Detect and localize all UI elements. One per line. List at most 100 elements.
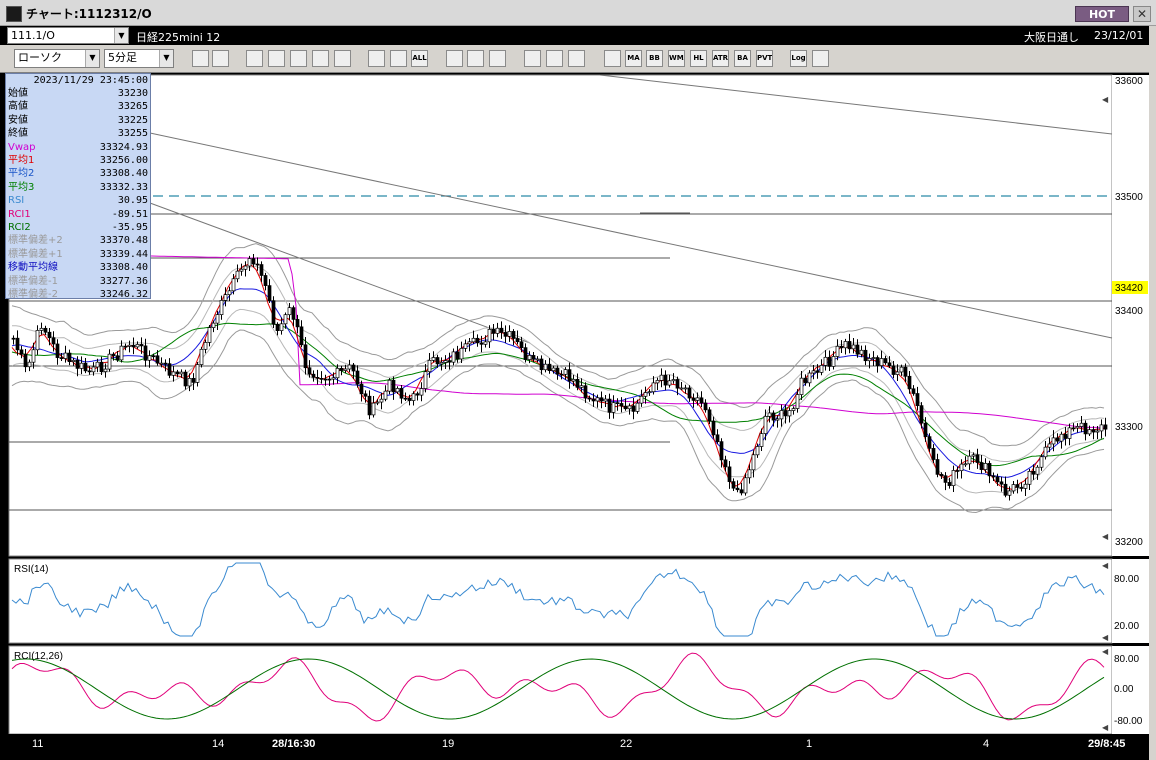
candle xyxy=(723,459,728,468)
candle xyxy=(1095,430,1100,433)
candle xyxy=(935,459,940,475)
info-row: 標準偏差-1 33277.36 xyxy=(8,275,148,288)
wma-icon[interactable]: WMA xyxy=(668,50,685,67)
candle xyxy=(11,337,16,340)
candle xyxy=(631,405,636,412)
chart-area[interactable]: 33600 33500 33400 33300 33200 33420 ◀ ◀ … xyxy=(0,73,1149,734)
bar-width-icon[interactable] xyxy=(212,50,229,67)
candle xyxy=(23,353,28,368)
chart-type-select[interactable]: ローソク ▼ xyxy=(14,49,100,68)
candle xyxy=(899,366,904,373)
candle xyxy=(1051,437,1056,445)
symbol-select[interactable]: 111.1/O ▼ xyxy=(7,27,129,44)
info-label: 高値 xyxy=(8,101,28,113)
interval-select[interactable]: 5分足 ▼ xyxy=(104,49,174,68)
svg-text:◀: ◀ xyxy=(1102,723,1109,732)
close-button[interactable]: ✕ xyxy=(1133,6,1151,22)
ma-icon[interactable]: MA xyxy=(625,50,642,67)
info-label: 始値 xyxy=(8,88,28,99)
candle xyxy=(967,455,972,465)
info-value: 33324.93 xyxy=(99,141,148,153)
candle xyxy=(271,300,276,325)
candle xyxy=(443,360,448,363)
candle xyxy=(355,370,360,385)
color-icon[interactable] xyxy=(568,50,585,67)
chart-window-icon[interactable] xyxy=(290,50,307,67)
hot-button[interactable]: HOT xyxy=(1075,6,1129,22)
candle xyxy=(427,359,432,373)
ba-icon[interactable]: BA xyxy=(734,50,751,67)
candle xyxy=(239,268,244,272)
session-label: 大阪日通し xyxy=(1024,31,1079,44)
candle xyxy=(971,454,976,457)
candle xyxy=(883,358,888,364)
candle xyxy=(1083,422,1088,435)
candle xyxy=(823,356,828,366)
candle xyxy=(431,357,436,361)
rci-label-80: 80.00 xyxy=(1114,654,1139,665)
paint-icon[interactable] xyxy=(546,50,563,67)
candle xyxy=(711,420,716,436)
hl-icon[interactable]: HL xyxy=(690,50,707,67)
x-label-end: 29/8:45 xyxy=(1088,738,1126,750)
candle xyxy=(691,397,696,401)
candle xyxy=(607,398,612,413)
erase-icon[interactable] xyxy=(489,50,506,67)
candle xyxy=(243,265,248,270)
candle xyxy=(39,327,44,331)
candle xyxy=(791,408,796,411)
candle xyxy=(911,388,916,394)
candle xyxy=(99,361,104,372)
price-label-33300: 33300 xyxy=(1115,422,1143,433)
candle xyxy=(67,352,72,362)
info-value: 33332.33 xyxy=(99,181,148,193)
candle xyxy=(275,323,280,331)
candle xyxy=(863,349,868,362)
chevron-down-icon[interactable]: ▼ xyxy=(114,28,128,43)
pvt-icon[interactable]: PVT xyxy=(756,50,773,67)
candle xyxy=(295,319,300,328)
zoom-icon[interactable] xyxy=(192,50,209,67)
candle xyxy=(871,357,876,359)
chevron-down-icon[interactable]: ▼ xyxy=(159,50,173,67)
candle xyxy=(719,441,724,461)
candle xyxy=(223,294,228,301)
info-label: 終値 xyxy=(8,128,28,140)
info-panel: 2023/11/29 23:45:00 始値 33230 高値 33265 安値 3322… xyxy=(5,73,151,300)
candle xyxy=(811,370,816,374)
scale-icon[interactable] xyxy=(312,50,329,67)
stack-icon[interactable] xyxy=(604,50,621,67)
candle xyxy=(379,398,384,403)
candle-next-icon[interactable] xyxy=(390,50,407,67)
candle xyxy=(1019,487,1024,489)
info-datetime: 2023/11/29 23:45:00 xyxy=(33,75,148,86)
settings-icon[interactable] xyxy=(524,50,541,67)
candle-prev-icon[interactable] xyxy=(368,50,385,67)
log-icon[interactable]: Log xyxy=(790,50,807,67)
svg-text:◀: ◀ xyxy=(1102,532,1109,541)
candle xyxy=(459,348,464,360)
info-value: 33256.00 xyxy=(99,155,148,166)
scissors-icon[interactable] xyxy=(246,50,263,67)
all-icon[interactable]: ALL xyxy=(411,50,428,67)
pointer-icon[interactable] xyxy=(467,50,484,67)
disabled-icon[interactable] xyxy=(334,50,351,67)
candle xyxy=(247,258,252,267)
candle xyxy=(679,387,684,390)
bb-icon[interactable]: BB xyxy=(646,50,663,67)
chevron-down-icon[interactable]: ▼ xyxy=(85,50,99,67)
info-value: 33308.40 xyxy=(99,262,148,274)
search-q-icon[interactable] xyxy=(268,50,285,67)
atr-icon[interactable]: ATR xyxy=(712,50,729,67)
candle xyxy=(279,323,284,331)
info-label: 平均3 xyxy=(8,181,35,193)
candle xyxy=(487,329,492,343)
candle xyxy=(747,469,752,479)
pen-icon[interactable] xyxy=(446,50,463,67)
rci-axis xyxy=(1112,646,1149,734)
candle xyxy=(219,300,224,315)
candle xyxy=(515,338,520,343)
candle xyxy=(687,387,692,399)
export-icon[interactable] xyxy=(812,50,829,67)
candle xyxy=(519,341,524,348)
